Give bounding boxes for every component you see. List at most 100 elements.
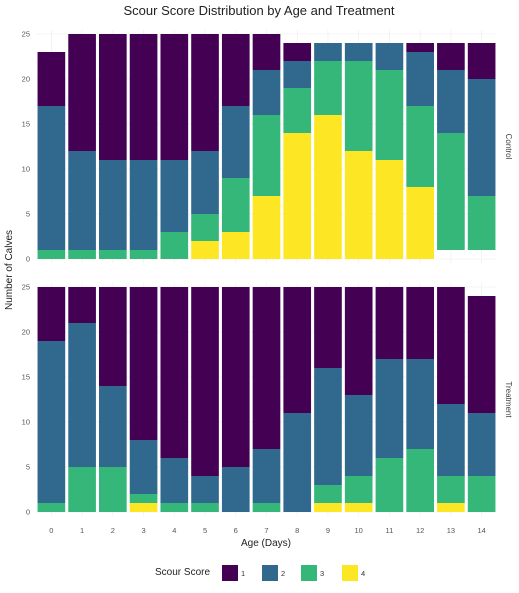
bar-segment-treatment-day8-score2 [283, 413, 312, 512]
legend-key-1 [222, 565, 238, 581]
y-tick-label: 25 [22, 30, 30, 39]
y-tick-label: 10 [22, 418, 30, 427]
bar-segment-control-day8-score2 [283, 61, 312, 88]
bar-segment-control-day4-score2 [160, 160, 189, 232]
bar-segment-treatment-day7-score2 [252, 449, 281, 503]
bar-segment-treatment-day9-score3 [314, 485, 342, 503]
y-tick-label: 15 [22, 120, 30, 129]
legend-key-3 [301, 565, 317, 581]
x-tick-label: 12 [416, 526, 424, 535]
y-tick-label: 25 [22, 283, 30, 292]
x-tick-label: 2 [111, 526, 115, 535]
bar-segment-treatment-day2-score2 [99, 386, 127, 467]
bar-segment-treatment-day1-score2 [68, 323, 96, 467]
bar-segment-control-day3-score3 [129, 250, 158, 259]
x-tick-label: 7 [264, 526, 268, 535]
bar-segment-control-day2-score1 [99, 34, 127, 160]
bar-segment-control-day5-score2 [191, 151, 219, 214]
bar-segment-control-day0-score3 [37, 250, 66, 259]
bar-segment-control-day7-score2 [252, 70, 281, 115]
x-tick-label: 10 [355, 526, 363, 535]
x-tick-label: 13 [447, 526, 455, 535]
y-tick-label: 10 [22, 165, 30, 174]
bar-segment-treatment-day11-score1 [375, 287, 404, 359]
legend-label-3: 3 [320, 569, 324, 578]
legend-key-4 [342, 565, 358, 581]
x-tick-label: 3 [141, 526, 145, 535]
bar-segment-control-day9-score4 [314, 115, 342, 259]
bar-segment-treatment-day3-score1 [129, 287, 158, 440]
bar-segment-control-day6-score4 [221, 232, 250, 259]
bar-segment-control-day14-score3 [467, 196, 496, 250]
bar-segment-control-day12-score2 [406, 52, 434, 106]
legend-title: Scour Score [155, 567, 210, 578]
bar-segment-treatment-day1-score1 [68, 287, 96, 323]
bar-segment-treatment-day14-score2 [467, 413, 496, 476]
bar-segment-control-day14-score2 [467, 79, 496, 196]
bar-segment-treatment-day14-score1 [467, 296, 496, 413]
bar-segment-control-day2-score2 [99, 160, 127, 250]
x-tick-label: 9 [326, 526, 330, 535]
bar-segment-control-day3-score2 [129, 160, 158, 250]
legend: Scour Score 1 2 3 4 [155, 565, 365, 581]
bar-segment-treatment-day3-score3 [129, 494, 158, 503]
bar-segment-treatment-day5-score1 [191, 287, 219, 476]
bar-segment-control-day9-score2 [314, 43, 342, 61]
bar-segment-control-day8-score3 [283, 88, 312, 133]
bar-segment-treatment-day12-score2 [406, 359, 434, 449]
bar-segment-control-day13-score2 [437, 70, 465, 133]
bar-segment-treatment-day13-score3 [437, 476, 465, 503]
y-tick-label: 0 [26, 508, 30, 517]
bar-segment-treatment-day0-score2 [37, 341, 66, 503]
x-tick-label: 0 [49, 526, 53, 535]
bar-segment-treatment-day9-score4 [314, 503, 342, 512]
legend-label-2: 2 [281, 569, 285, 578]
y-tick-label: 20 [22, 328, 30, 337]
legend-label-1: 1 [241, 569, 245, 578]
bar-segment-treatment-day12-score1 [406, 287, 434, 359]
bar-segment-control-day7-score1 [252, 34, 281, 70]
bar-segment-control-day11-score2 [375, 43, 404, 70]
y-tick-label: 0 [26, 255, 30, 264]
facet-label-treatment: Treatment [504, 381, 513, 418]
y-tick-label: 5 [26, 210, 30, 219]
bar-segment-treatment-day13-score2 [437, 404, 465, 476]
bar-segment-control-day10-score4 [344, 151, 373, 259]
bar-segment-treatment-day3-score2 [129, 440, 158, 494]
bars-layer [37, 34, 496, 512]
bar-segment-control-day9-score3 [314, 61, 342, 115]
bar-segment-treatment-day9-score2 [314, 368, 342, 485]
bar-segment-control-day5-score4 [191, 241, 219, 259]
bar-segment-treatment-day13-score1 [437, 287, 465, 404]
facet-label-control: Control [504, 134, 513, 160]
x-tick-label: 8 [295, 526, 299, 535]
bar-segment-treatment-day5-score2 [191, 476, 219, 503]
bar-segment-treatment-day4-score3 [160, 503, 189, 512]
legend-label-4: 4 [361, 569, 365, 578]
bar-segment-treatment-day6-score1 [221, 287, 250, 467]
bar-segment-treatment-day0-score3 [37, 503, 66, 512]
x-tick-label: 11 [386, 526, 394, 535]
x-tick-label: 4 [172, 526, 176, 535]
bar-segment-treatment-day8-score1 [283, 287, 312, 413]
bar-segment-treatment-day2-score3 [99, 467, 127, 512]
bar-segment-control-day14-score1 [467, 43, 496, 79]
bar-segment-treatment-day3-score4 [129, 503, 158, 512]
bar-segment-treatment-day4-score1 [160, 287, 189, 458]
bar-segment-treatment-day5-score3 [191, 503, 219, 512]
legend-key-2 [262, 565, 278, 581]
bar-segment-control-day12-score3 [406, 106, 434, 187]
x-tick-label: 6 [234, 526, 238, 535]
bar-segment-control-day12-score4 [406, 187, 434, 259]
bar-segment-treatment-day12-score3 [406, 449, 434, 512]
bar-segment-control-day13-score1 [437, 43, 465, 70]
bar-segment-treatment-day7-score3 [252, 503, 281, 512]
bar-segment-control-day1-score2 [68, 151, 96, 250]
x-tick-label: 5 [203, 526, 207, 535]
bar-segment-treatment-day13-score4 [437, 503, 465, 512]
x-tick-label: 14 [477, 526, 485, 535]
bar-segment-control-day5-score3 [191, 214, 219, 241]
bar-segment-control-day6-score2 [221, 106, 250, 178]
